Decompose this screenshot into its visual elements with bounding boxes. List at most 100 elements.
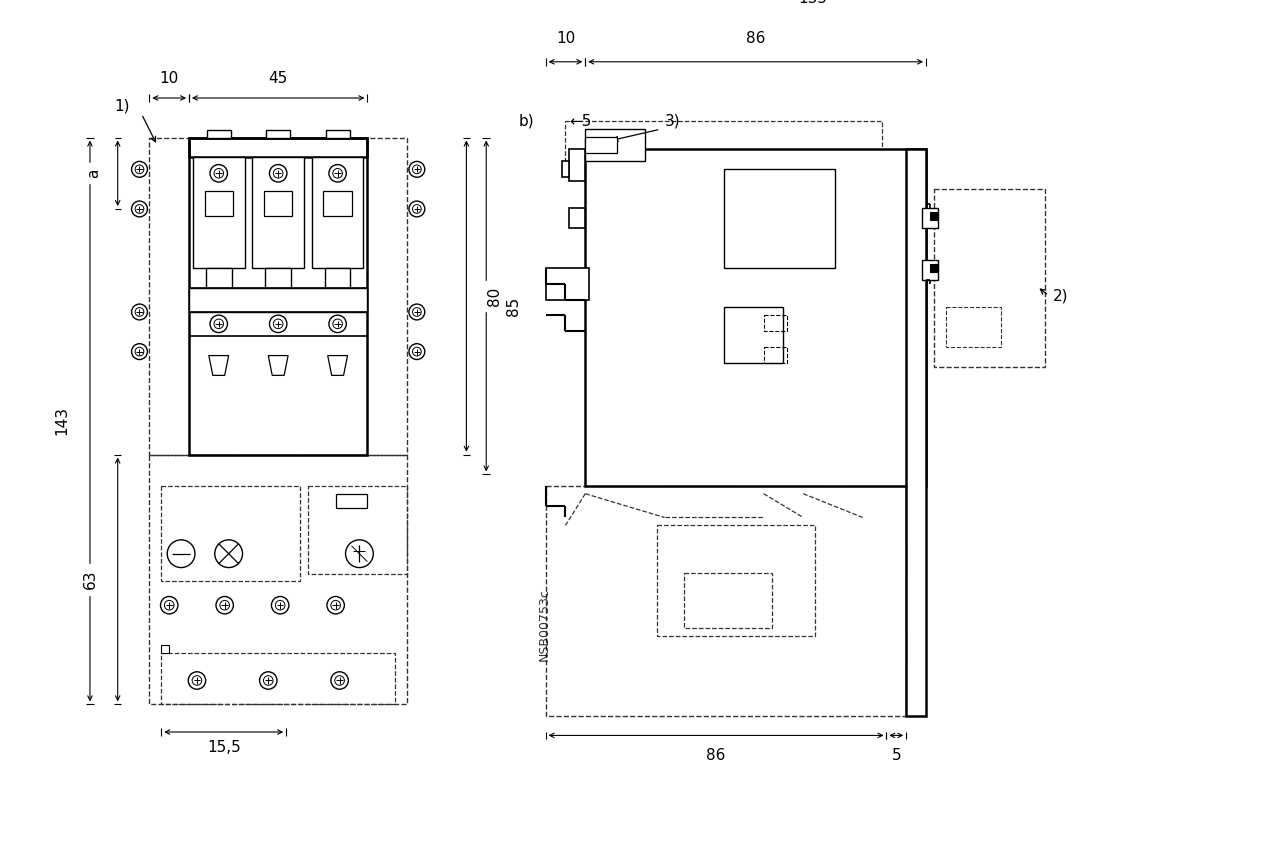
- Text: 3): 3): [664, 114, 680, 129]
- Bar: [161, 653, 396, 705]
- Bar: [150, 454, 407, 705]
- Circle shape: [326, 597, 344, 614]
- Text: 1): 1): [114, 98, 129, 114]
- Bar: [764, 315, 787, 331]
- Bar: [922, 260, 938, 279]
- Circle shape: [346, 540, 374, 568]
- Bar: [150, 138, 407, 454]
- Bar: [189, 138, 367, 157]
- Bar: [545, 267, 589, 300]
- Circle shape: [192, 676, 202, 685]
- Circle shape: [136, 347, 143, 356]
- Circle shape: [330, 600, 340, 610]
- Circle shape: [270, 315, 287, 333]
- Text: 143: 143: [55, 407, 69, 436]
- Circle shape: [132, 344, 147, 359]
- Bar: [312, 157, 364, 268]
- Bar: [252, 157, 303, 268]
- Polygon shape: [269, 356, 288, 375]
- Bar: [585, 137, 617, 153]
- Circle shape: [210, 315, 228, 333]
- Circle shape: [188, 672, 206, 689]
- Circle shape: [408, 344, 425, 359]
- Bar: [189, 288, 367, 312]
- Bar: [724, 307, 783, 363]
- Circle shape: [214, 319, 224, 329]
- Bar: [193, 157, 244, 268]
- Bar: [161, 486, 300, 582]
- Text: a: a: [87, 169, 101, 178]
- Text: b): b): [518, 114, 534, 129]
- Bar: [266, 130, 291, 138]
- Circle shape: [168, 540, 195, 568]
- Bar: [934, 188, 1044, 367]
- Polygon shape: [209, 356, 229, 375]
- Bar: [922, 208, 938, 228]
- Circle shape: [164, 600, 174, 610]
- Text: 5: 5: [892, 748, 901, 762]
- Text: 10: 10: [160, 70, 179, 86]
- Text: 10: 10: [556, 31, 575, 46]
- Bar: [205, 191, 233, 216]
- Bar: [764, 347, 787, 363]
- Bar: [906, 149, 925, 716]
- Circle shape: [136, 205, 143, 213]
- Bar: [206, 268, 232, 300]
- Circle shape: [132, 161, 147, 177]
- Bar: [657, 526, 815, 637]
- Circle shape: [333, 168, 343, 178]
- Circle shape: [216, 597, 233, 614]
- Text: 15,5: 15,5: [207, 740, 241, 756]
- Bar: [570, 208, 585, 228]
- Circle shape: [220, 600, 229, 610]
- Circle shape: [136, 165, 143, 174]
- Circle shape: [264, 676, 273, 685]
- Text: 85: 85: [507, 296, 521, 316]
- Bar: [189, 138, 367, 454]
- Circle shape: [270, 165, 287, 182]
- Circle shape: [210, 165, 228, 182]
- Circle shape: [275, 600, 285, 610]
- Bar: [207, 130, 230, 138]
- Text: ←5: ←5: [570, 114, 591, 129]
- Bar: [335, 494, 367, 509]
- Circle shape: [408, 304, 425, 320]
- Bar: [325, 130, 349, 138]
- Circle shape: [333, 319, 343, 329]
- Bar: [931, 264, 938, 272]
- Circle shape: [412, 347, 421, 356]
- Text: 86: 86: [707, 748, 726, 762]
- Bar: [585, 129, 645, 160]
- Circle shape: [271, 597, 289, 614]
- Circle shape: [335, 676, 344, 685]
- Text: 45: 45: [269, 70, 288, 86]
- Bar: [308, 486, 407, 574]
- Bar: [265, 268, 291, 300]
- Bar: [946, 307, 1001, 347]
- Circle shape: [215, 540, 242, 568]
- Circle shape: [412, 165, 421, 174]
- Circle shape: [408, 161, 425, 177]
- Text: 80: 80: [486, 286, 502, 306]
- Text: 86: 86: [746, 31, 765, 46]
- Bar: [570, 149, 585, 181]
- Bar: [685, 573, 772, 628]
- Bar: [724, 169, 835, 267]
- Circle shape: [132, 304, 147, 320]
- Circle shape: [136, 307, 143, 317]
- Circle shape: [132, 201, 147, 216]
- Bar: [562, 160, 570, 177]
- Circle shape: [274, 319, 283, 329]
- Circle shape: [274, 168, 283, 178]
- Circle shape: [412, 205, 421, 213]
- Text: 63: 63: [82, 570, 97, 589]
- Bar: [325, 268, 351, 300]
- Circle shape: [332, 672, 348, 689]
- Text: 135: 135: [799, 0, 828, 6]
- Bar: [161, 645, 169, 653]
- Bar: [545, 486, 906, 716]
- Circle shape: [160, 597, 178, 614]
- Bar: [585, 149, 925, 486]
- Bar: [931, 212, 938, 220]
- Bar: [566, 121, 882, 169]
